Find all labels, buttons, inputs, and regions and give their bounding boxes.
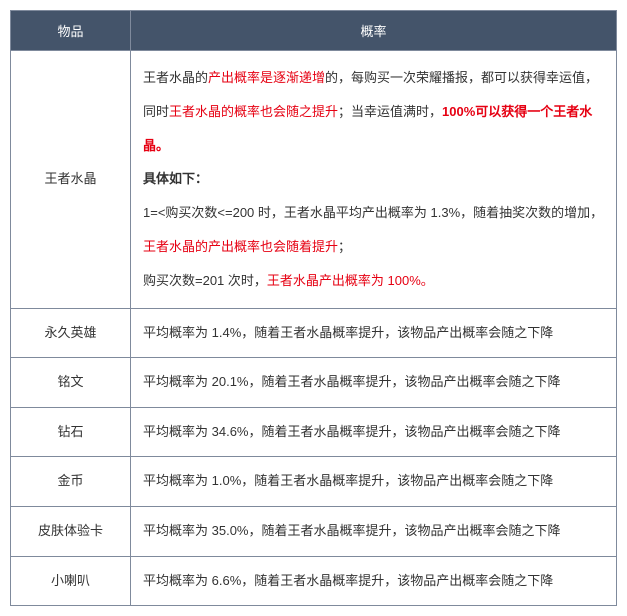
item-name: 铭文 [11, 358, 131, 408]
table-row: 小喇叭 平均概率为 6.6%，随着王者水晶概率提升，该物品产出概率会随之下降 [11, 556, 617, 606]
text-red: 王者水晶产出概率为 100%。 [267, 273, 434, 288]
item-name: 小喇叭 [11, 556, 131, 606]
item-name: 永久英雄 [11, 308, 131, 358]
item-desc: 平均概率为 1.0%，随着王者水晶概率提升，该物品产出概率会随之下降 [131, 457, 617, 507]
table-row: 钻石 平均概率为 34.6%，随着王者水晶概率提升，该物品产出概率会随之下降 [11, 407, 617, 457]
item-desc: 平均概率为 1.4%，随着王者水晶概率提升，该物品产出概率会随之下降 [131, 308, 617, 358]
item-desc-main: 王者水晶的产出概率是逐渐递增的，每购买一次荣耀播报，都可以获得幸运值，同时王者水… [131, 51, 617, 309]
text: ；当幸运值满时， [338, 104, 442, 119]
item-name-main: 王者水晶 [11, 51, 131, 309]
text: 购买次数=201 次时， [143, 273, 267, 288]
item-desc: 平均概率为 6.6%，随着王者水晶概率提升，该物品产出概率会随之下降 [131, 556, 617, 606]
text-red: 王者水晶的产出概率也会随着提升 [143, 239, 338, 254]
text-red: 产出概率是逐渐递增 [208, 70, 325, 85]
header-item: 物品 [11, 11, 131, 51]
text-red: 王者水晶的概率也会随之提升 [169, 104, 338, 119]
item-desc: 平均概率为 34.6%，随着王者水晶概率提升，该物品产出概率会随之下降 [131, 407, 617, 457]
text: 1=<购买次数<=200 时，王者水晶平均产出概率为 1.3%，随着抽奖次数的增… [143, 205, 603, 220]
table-row: 永久英雄 平均概率为 1.4%，随着王者水晶概率提升，该物品产出概率会随之下降 [11, 308, 617, 358]
item-name: 皮肤体验卡 [11, 506, 131, 556]
table-row: 皮肤体验卡 平均概率为 35.0%，随着王者水晶概率提升，该物品产出概率会随之下… [11, 506, 617, 556]
item-name: 钻石 [11, 407, 131, 457]
item-desc: 平均概率为 35.0%，随着王者水晶概率提升，该物品产出概率会随之下降 [131, 506, 617, 556]
table-row: 金币 平均概率为 1.0%，随着王者水晶概率提升，该物品产出概率会随之下降 [11, 457, 617, 507]
text-bold: 具体如下： [143, 171, 208, 186]
text: 王者水晶的 [143, 70, 208, 85]
probability-table: 物品 概率 王者水晶 王者水晶的产出概率是逐渐递增的，每购买一次荣耀播报，都可以… [10, 10, 617, 606]
table-row: 铭文 平均概率为 20.1%，随着王者水晶概率提升，该物品产出概率会随之下降 [11, 358, 617, 408]
item-name: 金币 [11, 457, 131, 507]
item-desc: 平均概率为 20.1%，随着王者水晶概率提升，该物品产出概率会随之下降 [131, 358, 617, 408]
table-row-main: 王者水晶 王者水晶的产出概率是逐渐递增的，每购买一次荣耀播报，都可以获得幸运值，… [11, 51, 617, 309]
header-prob: 概率 [131, 11, 617, 51]
text: ； [338, 239, 351, 254]
